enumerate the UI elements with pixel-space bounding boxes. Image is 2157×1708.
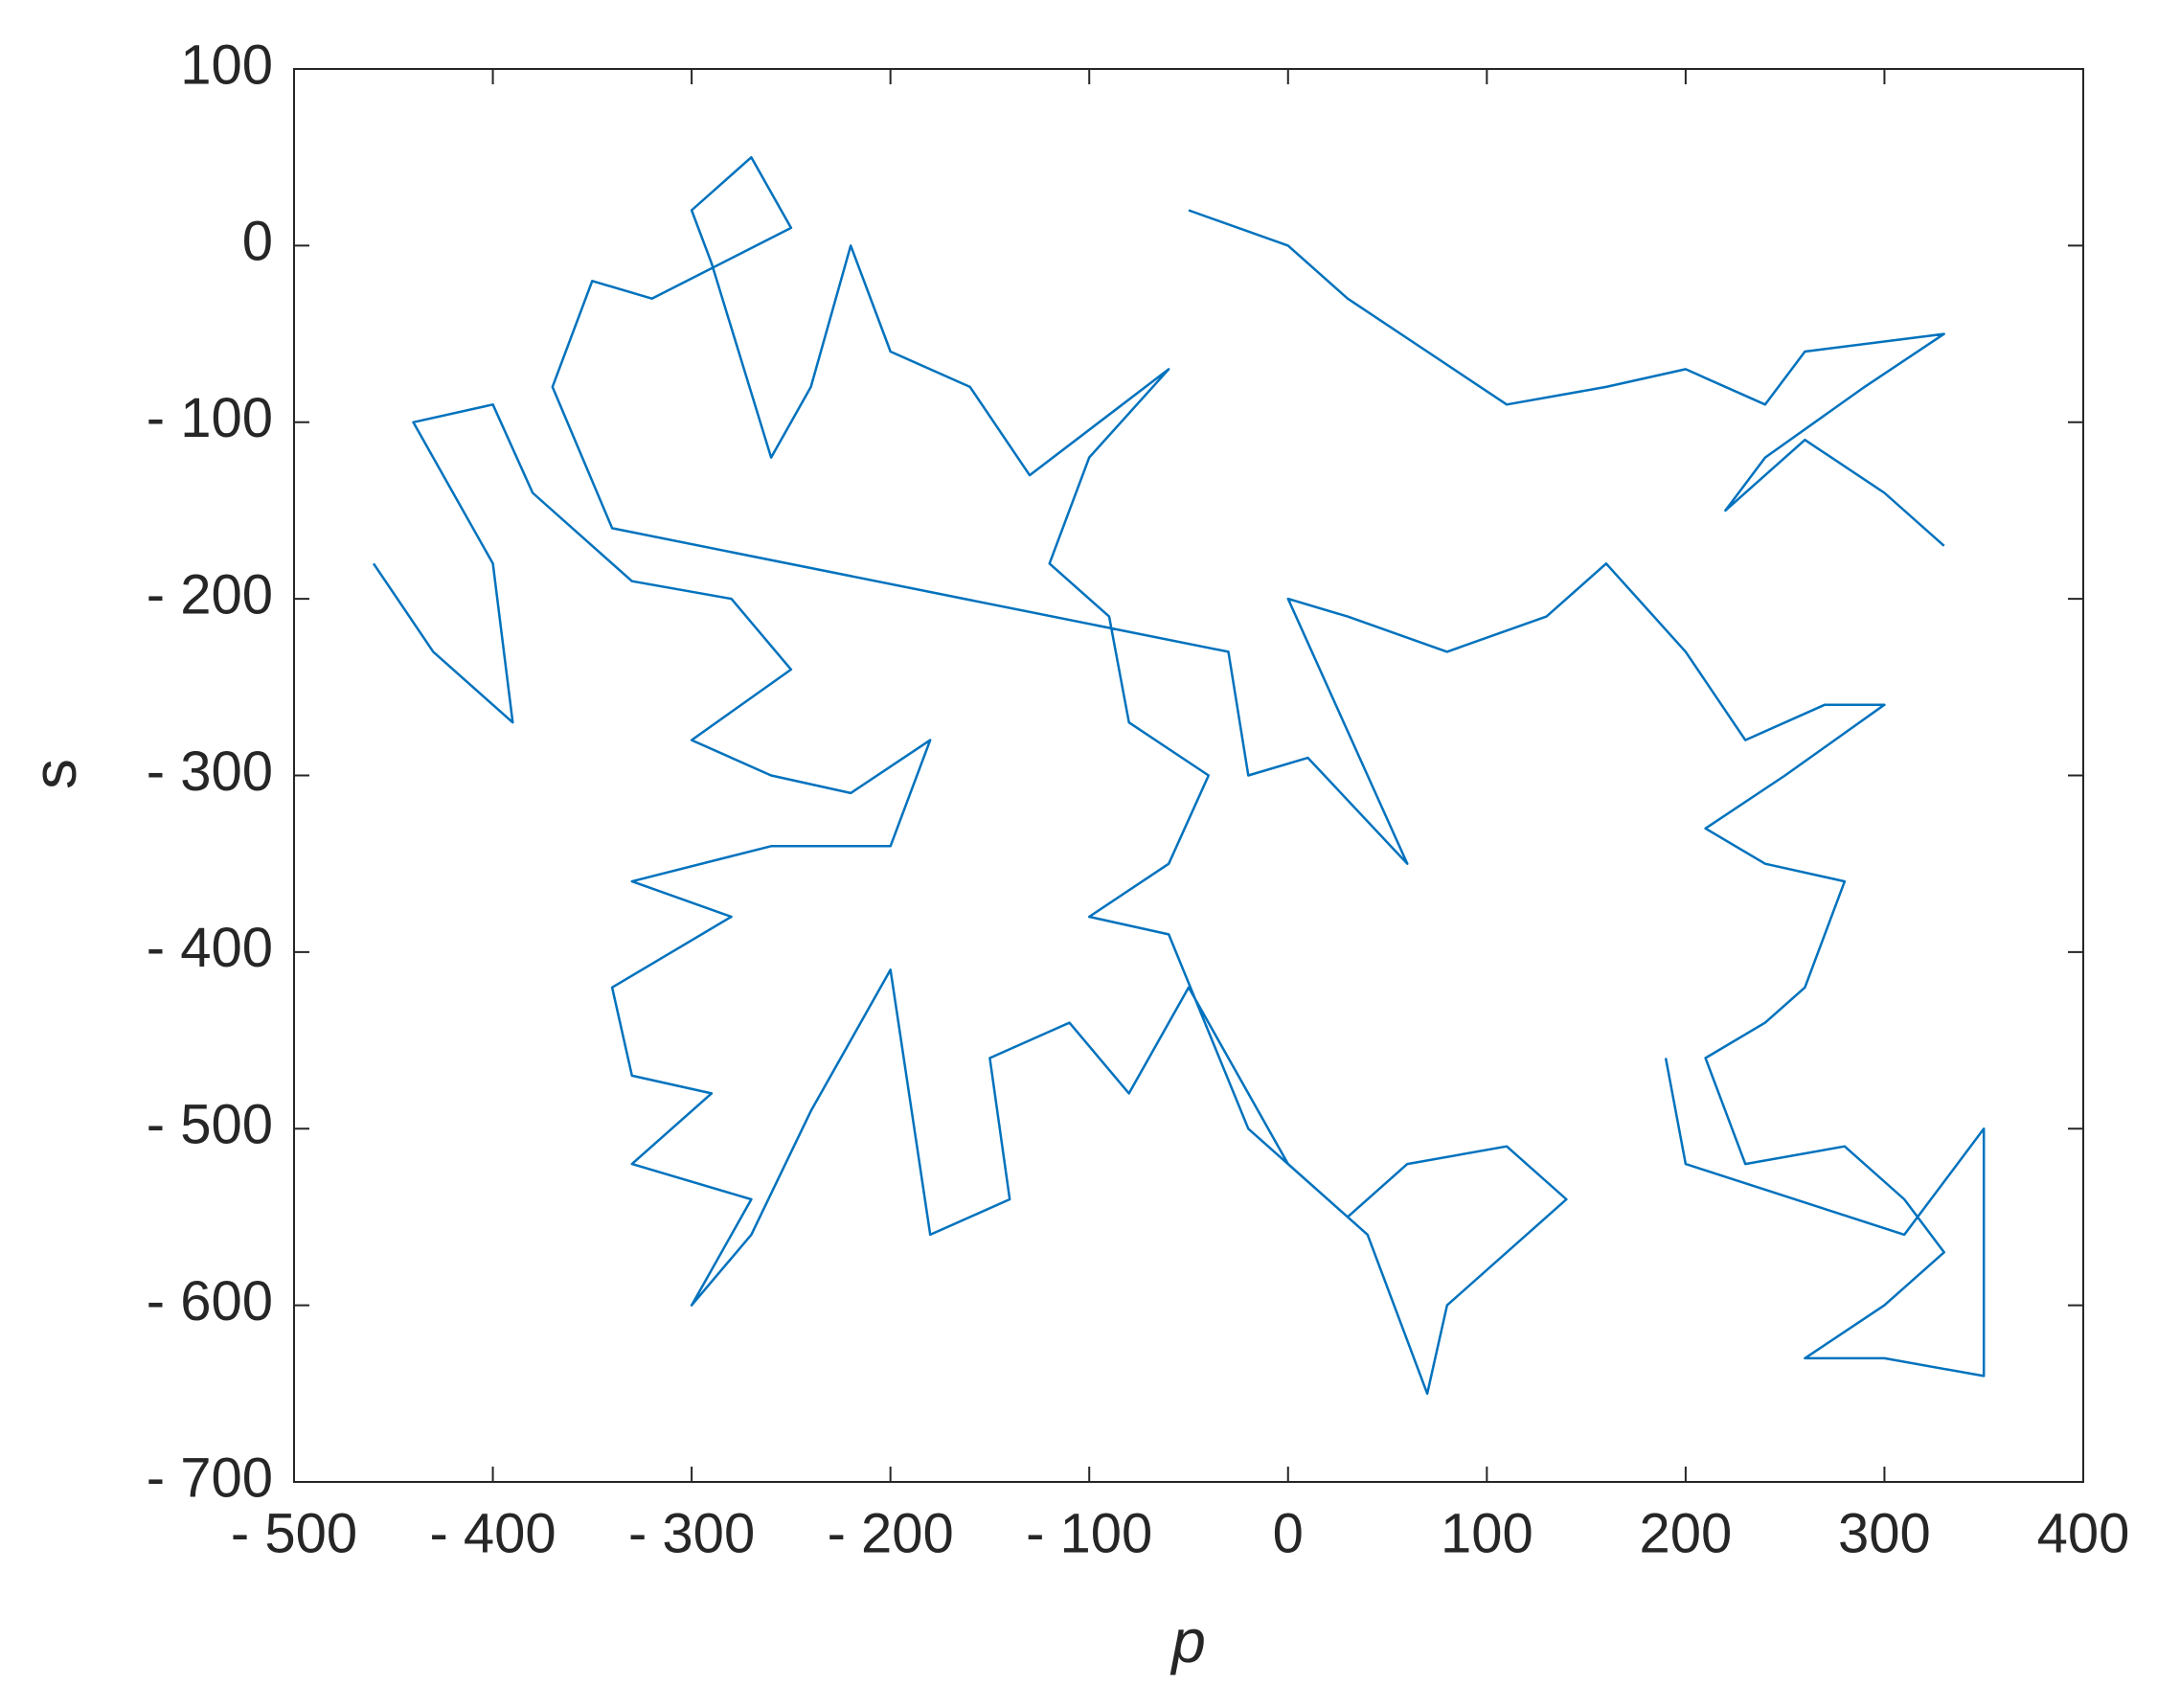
x-axis-label: p: [1169, 1606, 1206, 1675]
x-tick-label: 300: [1838, 1502, 1931, 1564]
y-tick-label: 100: [180, 34, 273, 96]
plot-frame: [293, 68, 2084, 1483]
x-tick-label: - 200: [828, 1502, 954, 1564]
y-tick-label: - 500: [147, 1094, 273, 1156]
y-tick-label: - 700: [147, 1446, 273, 1509]
x-tick-label: 400: [2037, 1502, 2130, 1564]
x-tick-label: - 100: [1026, 1502, 1152, 1564]
trajectory-line: [372, 155, 1986, 1396]
y-tick-label: 0: [242, 211, 273, 273]
y-tick-label: - 600: [147, 1270, 273, 1332]
x-tick-label: 100: [1441, 1502, 1533, 1564]
x-tick-label: - 400: [429, 1502, 556, 1564]
y-tick-label: - 400: [147, 917, 273, 979]
x-tick-label: 200: [1639, 1502, 1732, 1564]
y-tick-label: - 300: [147, 740, 273, 803]
y-tick-label: - 100: [147, 387, 273, 449]
x-tick-label: - 300: [628, 1502, 755, 1564]
y-tick-label: - 200: [147, 563, 273, 626]
y-axis-label: s: [20, 759, 89, 789]
x-tick-label: 0: [1273, 1502, 1304, 1564]
x-tick-label: - 500: [231, 1502, 357, 1564]
